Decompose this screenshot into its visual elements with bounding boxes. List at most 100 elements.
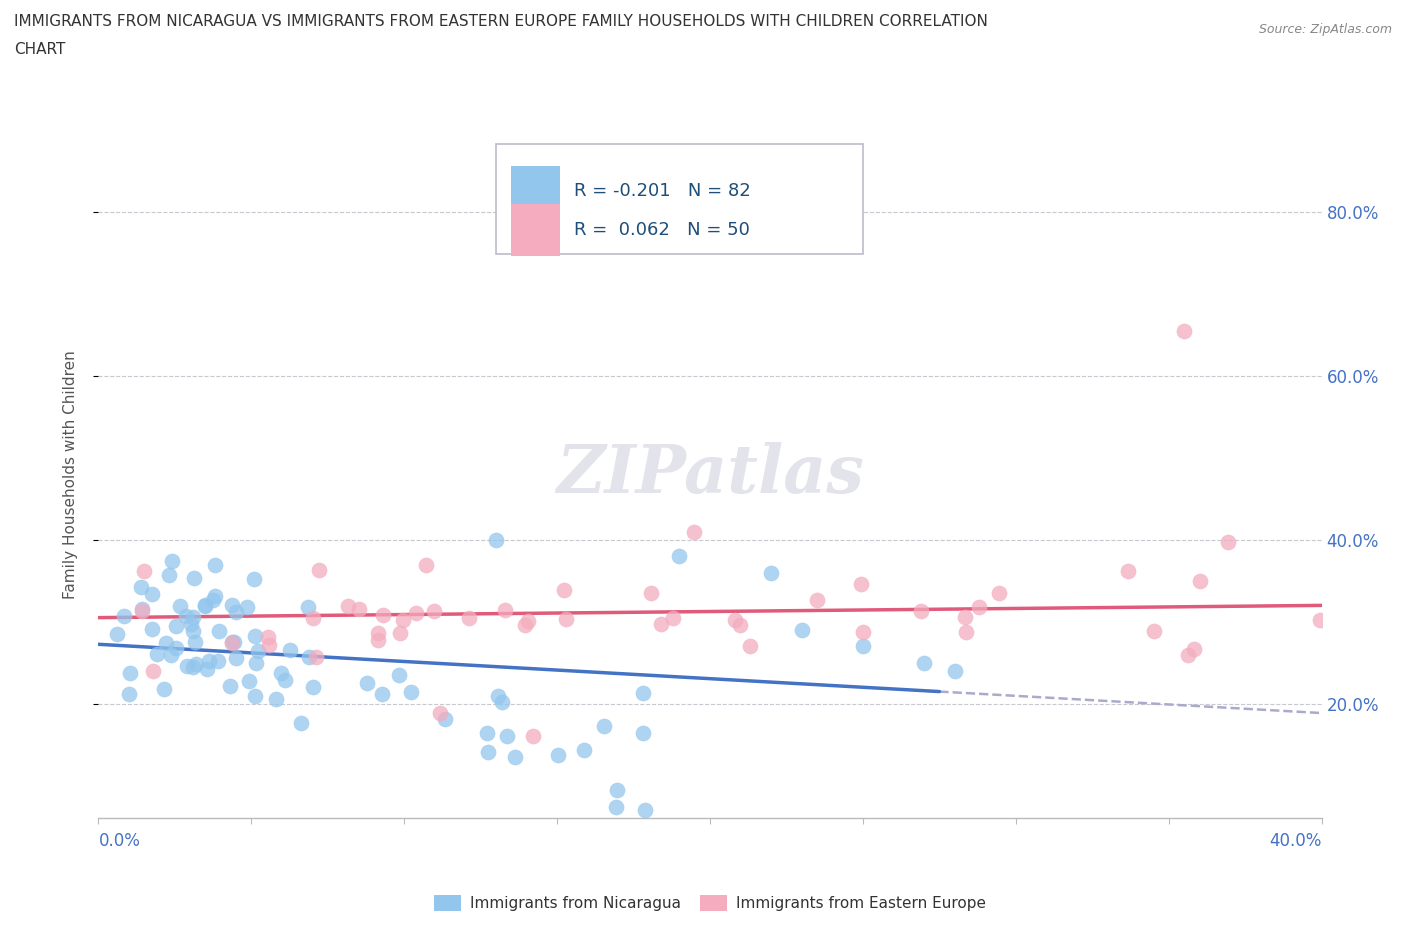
Point: [943, 663, 966, 678]
Point: [131, 603, 153, 618]
Point: [356, 676, 378, 691]
Point: [221, 634, 243, 649]
Point: [367, 626, 389, 641]
Point: [955, 624, 977, 639]
Point: [477, 725, 499, 740]
Point: [195, 662, 218, 677]
Point: [221, 598, 243, 613]
Point: [165, 618, 187, 633]
Text: 40.0%: 40.0%: [1270, 832, 1322, 850]
Point: [257, 637, 280, 652]
Point: [224, 635, 246, 650]
Point: [851, 624, 873, 639]
Point: [389, 625, 412, 640]
Point: [219, 679, 242, 694]
Point: [225, 651, 247, 666]
Point: [633, 685, 655, 700]
Point: [243, 629, 266, 644]
Point: [477, 744, 499, 759]
Point: [176, 658, 198, 673]
Point: [181, 623, 204, 638]
Point: [415, 557, 437, 572]
Point: [852, 639, 875, 654]
Text: 0.0%: 0.0%: [98, 832, 141, 850]
Point: [208, 623, 231, 638]
Point: [522, 728, 544, 743]
Point: [371, 607, 394, 622]
Point: [496, 728, 519, 743]
Point: [117, 686, 139, 701]
Point: [238, 673, 260, 688]
Point: [142, 663, 165, 678]
Point: [849, 577, 872, 591]
Point: [724, 612, 747, 627]
Point: [198, 654, 221, 669]
Point: [129, 579, 152, 594]
Point: [153, 682, 176, 697]
Point: [912, 656, 935, 671]
Point: [640, 585, 662, 600]
Point: [1143, 624, 1166, 639]
Point: [399, 684, 422, 699]
Point: [181, 609, 204, 624]
Point: [160, 553, 183, 568]
Point: [159, 648, 181, 663]
Point: [1216, 535, 1239, 550]
Point: [183, 570, 205, 585]
Point: [1116, 564, 1139, 578]
Point: [169, 598, 191, 613]
Text: R =  0.062   N = 50: R = 0.062 N = 50: [574, 220, 751, 239]
Point: [553, 582, 575, 597]
Point: [730, 618, 752, 632]
Text: ZIPatlas: ZIPatlas: [557, 442, 863, 507]
Point: [141, 622, 163, 637]
Point: [207, 654, 229, 669]
Point: [301, 610, 323, 625]
Point: [422, 604, 444, 618]
Point: [391, 613, 413, 628]
Point: [245, 656, 267, 671]
Point: [650, 617, 672, 631]
Point: [270, 665, 292, 680]
Point: [434, 711, 457, 726]
Point: [165, 641, 187, 656]
Point: [273, 672, 295, 687]
Point: [304, 650, 326, 665]
Point: [806, 592, 828, 607]
Point: [174, 609, 197, 624]
Point: [236, 600, 259, 615]
Point: [1184, 641, 1206, 656]
Point: [181, 659, 204, 674]
Point: [302, 680, 325, 695]
Point: [503, 750, 526, 764]
Point: [740, 638, 762, 653]
Point: [221, 636, 243, 651]
Point: [592, 719, 614, 734]
Point: [367, 632, 389, 647]
Point: [204, 558, 226, 573]
Point: [105, 627, 128, 642]
Point: [1173, 324, 1195, 339]
Point: [486, 689, 509, 704]
Point: [336, 598, 359, 613]
Point: [243, 572, 266, 587]
Point: [1309, 613, 1331, 628]
Point: [131, 602, 153, 617]
Point: [298, 650, 321, 665]
Point: [458, 611, 481, 626]
Point: [155, 635, 177, 650]
Point: [1177, 647, 1199, 662]
Point: [485, 532, 508, 547]
Point: [555, 612, 578, 627]
Text: CHART: CHART: [14, 42, 66, 57]
Point: [405, 605, 427, 620]
Point: [278, 643, 301, 658]
Legend: Immigrants from Nicaragua, Immigrants from Eastern Europe: Immigrants from Nicaragua, Immigrants fr…: [427, 889, 993, 917]
Point: [606, 782, 628, 797]
Point: [256, 630, 278, 644]
FancyBboxPatch shape: [510, 204, 560, 256]
Point: [246, 644, 269, 658]
Point: [290, 715, 312, 730]
Point: [605, 800, 627, 815]
Point: [429, 705, 451, 720]
